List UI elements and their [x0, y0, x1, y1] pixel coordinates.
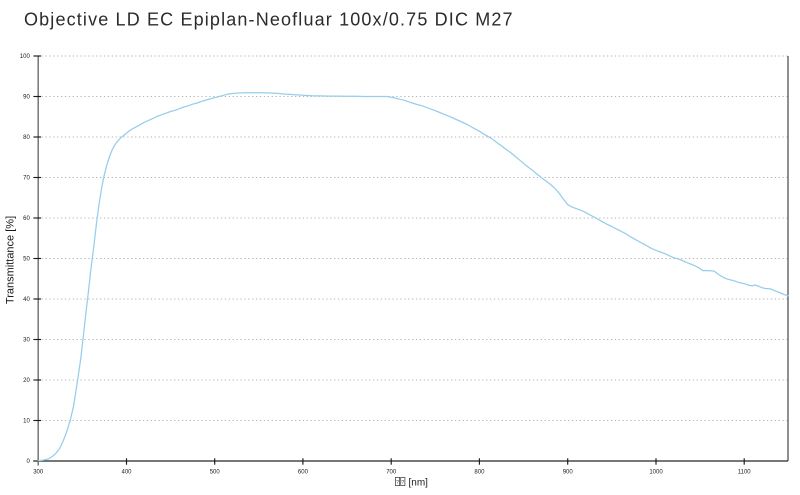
svg-text:600: 600	[298, 469, 309, 475]
svg-text:40: 40	[23, 297, 30, 303]
svg-text:800: 800	[474, 469, 485, 475]
svg-text:1100: 1100	[738, 469, 752, 475]
svg-text:50: 50	[23, 257, 30, 263]
svg-text:Transmittance [%]: Transmittance [%]	[5, 216, 17, 304]
svg-text:0: 0	[26, 459, 30, 465]
svg-text:60: 60	[23, 216, 30, 222]
svg-text:70: 70	[23, 176, 30, 182]
svg-text:?: ?	[401, 480, 404, 486]
svg-text:500: 500	[210, 469, 221, 475]
svg-text:?: ?	[396, 480, 399, 486]
svg-text:1000: 1000	[649, 469, 663, 475]
svg-text:300: 300	[33, 469, 44, 475]
svg-text:700: 700	[386, 469, 397, 475]
svg-text:20: 20	[23, 378, 30, 384]
svg-text:30: 30	[23, 338, 30, 344]
svg-text:Objective LD EC Epiplan-Neoflu: Objective LD EC Epiplan-Neofluar 100x/0.…	[24, 9, 514, 29]
svg-text:400: 400	[121, 469, 132, 475]
svg-text:80: 80	[23, 135, 30, 141]
svg-text:[nm]: [nm]	[409, 478, 429, 489]
svg-text:100: 100	[20, 54, 31, 60]
svg-text:10: 10	[23, 419, 30, 425]
svg-text:900: 900	[563, 469, 574, 475]
svg-text:90: 90	[23, 95, 30, 101]
